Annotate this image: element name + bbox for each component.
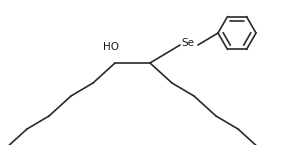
Text: HO: HO [103,42,119,52]
Text: Se: Se [181,38,194,48]
